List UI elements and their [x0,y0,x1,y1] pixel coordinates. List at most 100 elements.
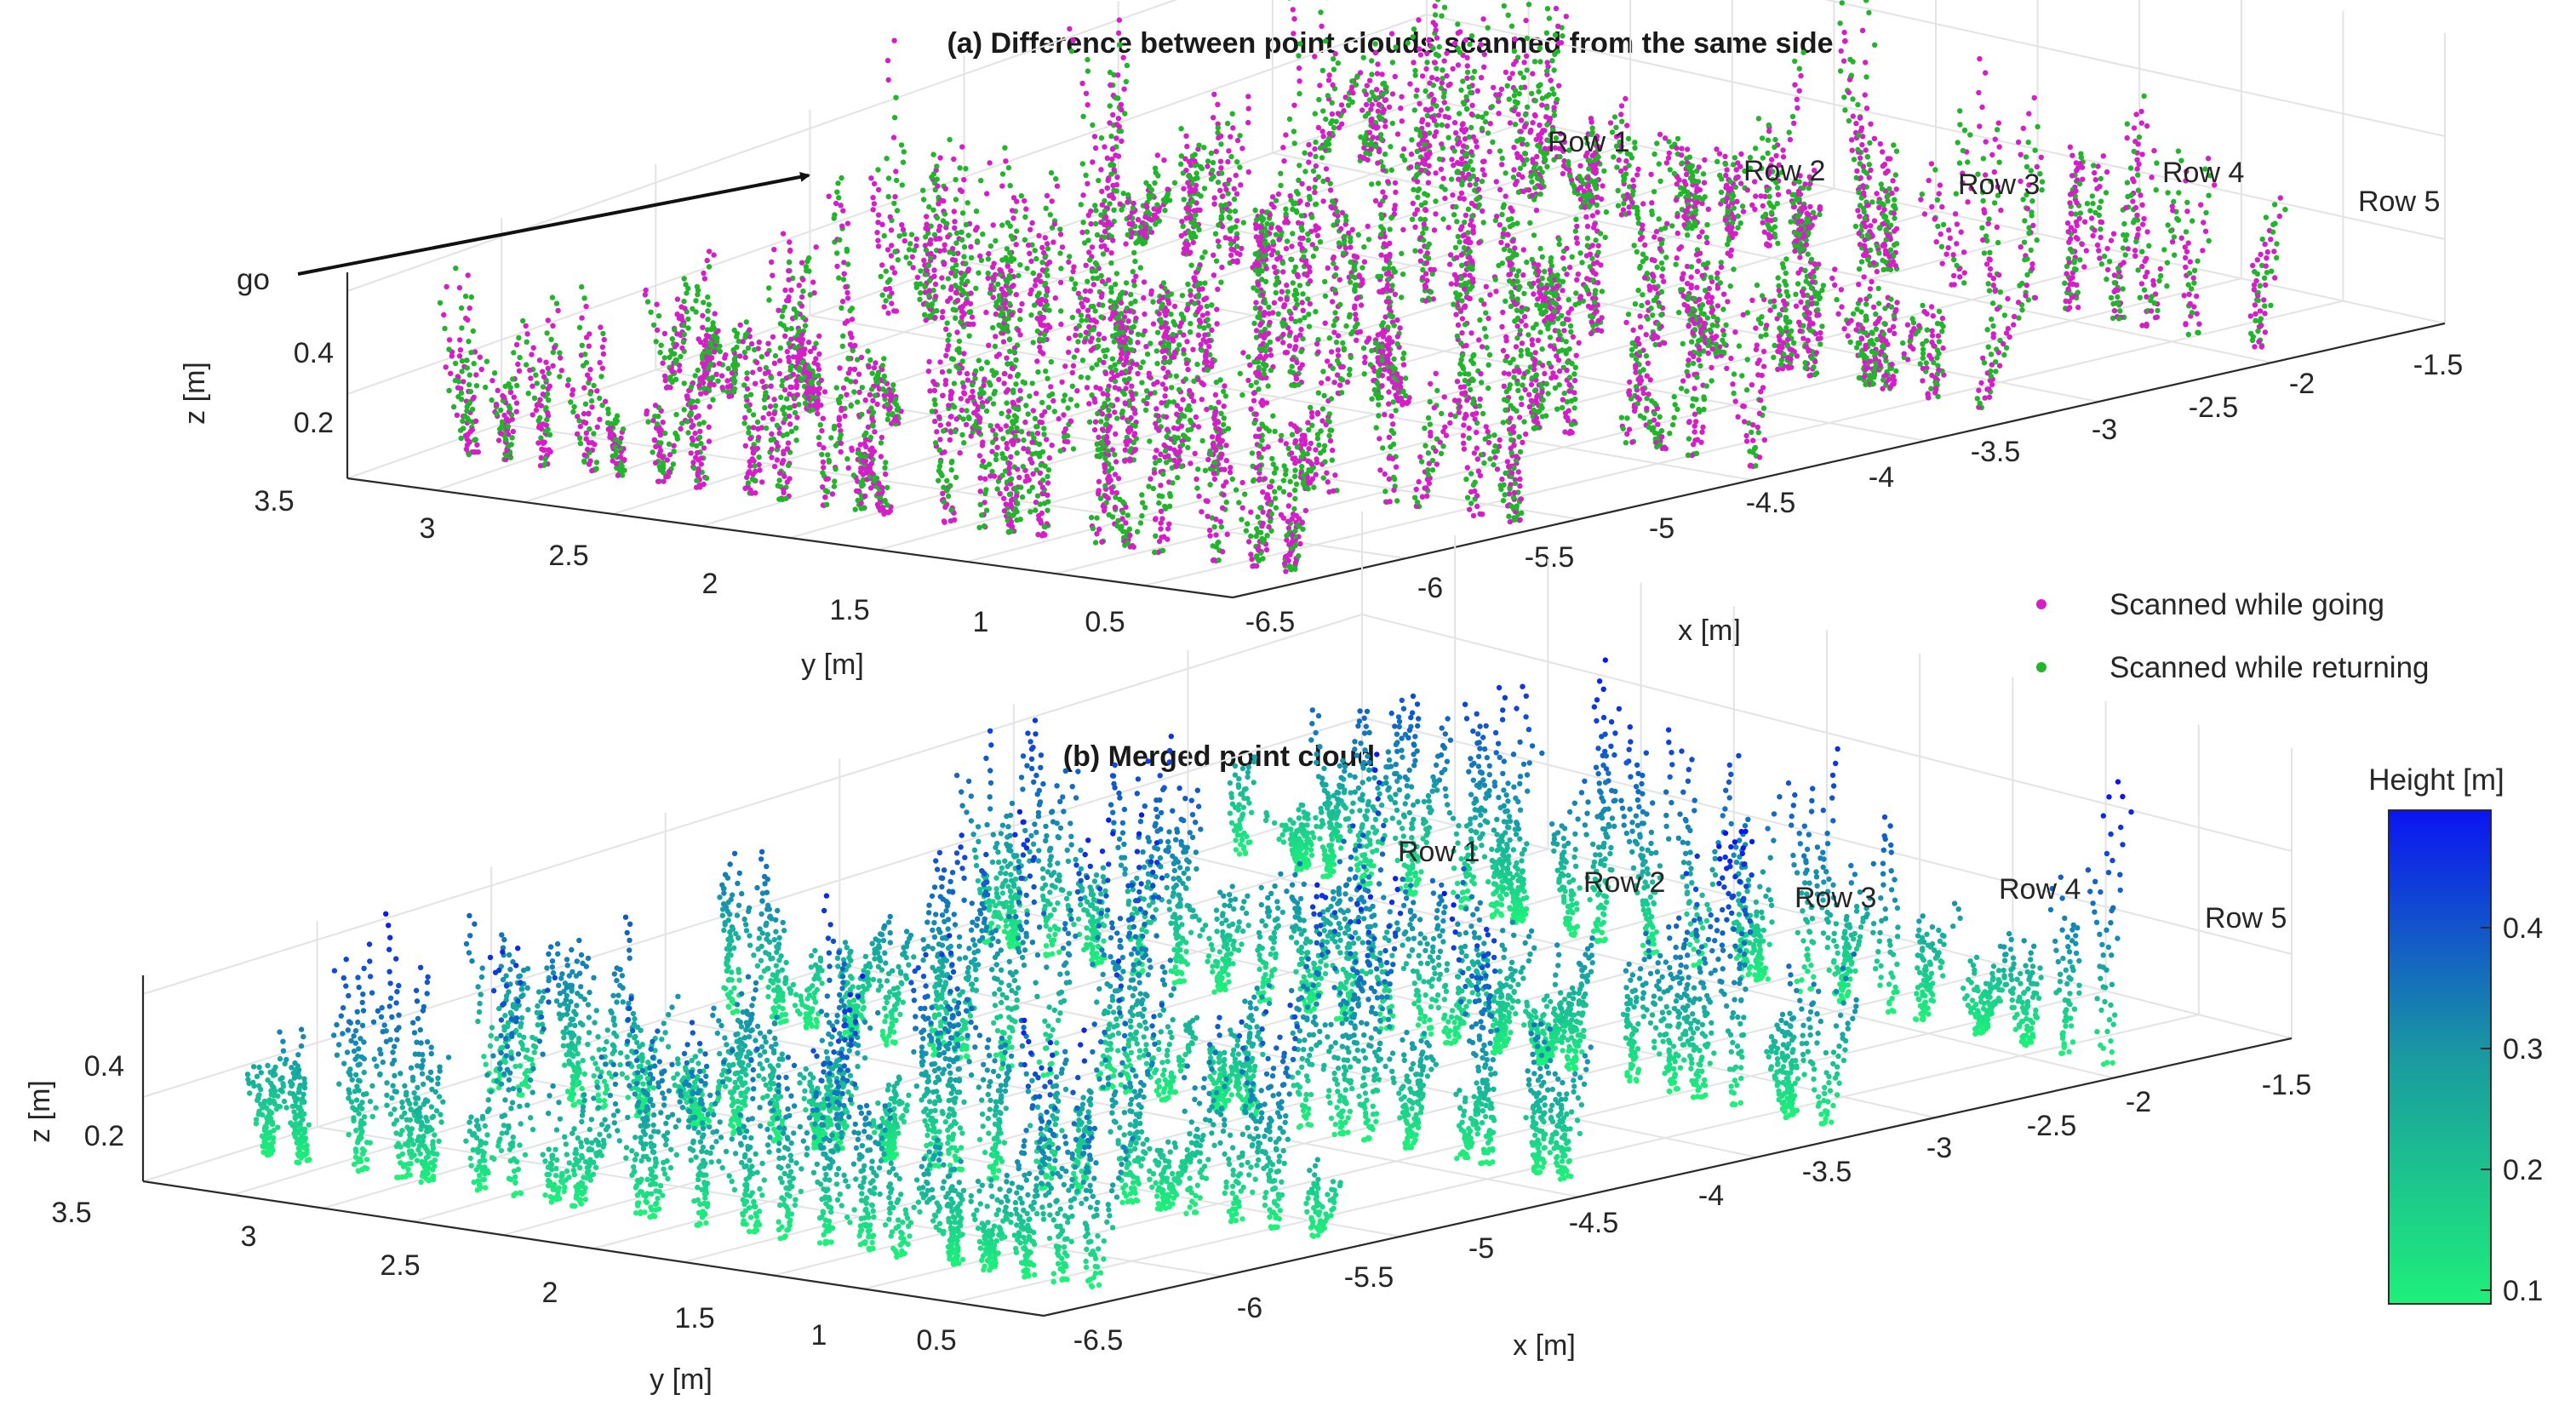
point [2154,160,2160,166]
point [1880,257,1886,264]
point [1231,186,1238,191]
point [2272,275,2278,281]
point [1995,120,2001,126]
point [1546,360,1552,367]
point [2257,283,2263,289]
point [1811,274,1817,280]
point [2022,218,2028,224]
point [1348,354,1354,360]
point [1360,54,1366,60]
point [1275,191,1282,197]
point [1935,393,1941,400]
point [1481,325,1488,332]
point [1239,245,1245,252]
point [1380,320,1387,326]
point [1749,202,1755,209]
point [1870,380,1876,387]
point [932,314,938,321]
point [1575,271,1582,277]
point [1849,147,1855,153]
point [1107,69,1113,76]
point [1798,299,1804,306]
point [1936,339,1943,345]
point [1325,77,1332,83]
point [963,300,969,306]
point [987,243,994,249]
point [1540,397,1546,403]
point [1535,337,1542,344]
point [1766,243,1772,249]
point [2071,228,2078,234]
point [1871,135,1878,141]
point [2270,229,2276,235]
point [1183,133,1189,139]
point [1531,197,1537,203]
point [1890,178,1896,184]
point [1037,272,1043,278]
point [1534,420,1540,426]
point [959,210,966,216]
point [1516,171,1522,178]
point [2157,266,2163,271]
point [1538,403,1544,409]
point [1312,111,1319,117]
point [1860,183,1866,189]
point [1701,180,1708,186]
point [1217,187,1223,193]
point [923,234,929,240]
point [1116,123,1122,129]
point [1531,59,1538,65]
point [1345,102,1352,108]
point [1218,203,1224,209]
point [1796,88,1802,94]
point [1994,127,2001,133]
point [1921,308,1927,315]
point [1014,228,1020,234]
point [1507,360,1514,366]
point [2185,282,2191,288]
point [2098,234,2104,241]
point [1441,4,1448,10]
point [1154,202,1160,208]
point [1393,189,1399,196]
point [1524,104,1531,110]
point [1735,225,1741,231]
point [1453,203,1459,210]
point [2264,255,2270,261]
point [1290,7,1297,13]
point [2253,277,2259,284]
point [1577,163,1583,169]
point [1916,323,1922,329]
point [1046,307,1052,313]
point [2015,139,2022,146]
point [1414,164,1420,170]
point [1392,291,1399,298]
point [1863,301,1869,307]
point [1989,300,1996,306]
point [1987,249,1993,255]
point [1108,82,1113,89]
point [1228,252,1234,258]
point [2087,208,2093,214]
point [1253,217,1260,223]
point [1531,232,1537,238]
point [1928,161,1935,167]
point [1493,289,1499,294]
point [1451,40,1458,47]
point [1663,254,1669,260]
point [1216,243,1222,249]
point [1873,326,1880,332]
point [2191,280,2197,286]
point [1724,226,1731,232]
point [951,209,958,214]
point [1297,365,1303,371]
point [1380,226,1387,232]
point [1525,369,1531,374]
point [1888,304,1895,310]
point [1115,30,1122,37]
point [1795,281,1801,287]
point [1179,219,1185,225]
point [1083,90,1090,97]
point [1425,154,1431,161]
point [1424,50,1430,57]
